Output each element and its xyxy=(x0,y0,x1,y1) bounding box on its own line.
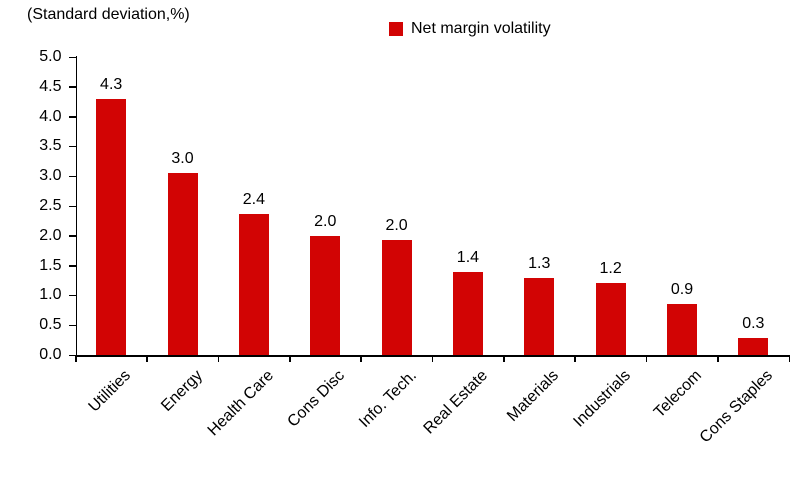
bar xyxy=(167,173,198,355)
y-axis-tick xyxy=(68,235,76,237)
axis-unit-title: (Standard deviation,%) xyxy=(27,6,190,23)
bar-value-label: 4.3 xyxy=(100,75,123,93)
y-axis-tick xyxy=(68,324,76,327)
bar-value-label: 2.4 xyxy=(242,191,265,209)
y-axis-tick-label: 0.5 xyxy=(39,316,62,334)
x-axis-tick xyxy=(645,355,648,362)
bar-value-label: 1.2 xyxy=(599,259,622,277)
x-axis-tick xyxy=(217,355,220,362)
y-axis-line xyxy=(75,56,77,356)
y-axis-tick-label: 5.0 xyxy=(39,48,62,65)
x-axis-tick xyxy=(788,355,790,362)
y-axis-tick-label: 1.0 xyxy=(39,286,62,304)
bar-value-label: 1.4 xyxy=(456,248,480,266)
bar-value-label: 0.9 xyxy=(670,280,694,298)
y-axis-tick xyxy=(68,354,76,356)
bar xyxy=(666,303,697,355)
bar xyxy=(310,236,341,355)
y-axis-tick xyxy=(68,56,76,58)
x-axis-tick xyxy=(503,355,505,362)
y-axis-tick-label: 2.5 xyxy=(39,197,62,214)
y-axis-tick xyxy=(68,294,76,297)
x-axis-tick xyxy=(289,355,291,362)
bar-value-label: 0.3 xyxy=(742,315,765,333)
bar-value-label: 2.0 xyxy=(385,216,408,234)
x-axis-tick xyxy=(360,355,362,362)
legend-swatch-icon xyxy=(389,22,403,36)
legend-label: Net margin volatility xyxy=(411,20,551,37)
y-axis-tick-label: 1.5 xyxy=(39,256,62,274)
y-axis-tick-label: 2.0 xyxy=(39,226,62,244)
x-axis-tick xyxy=(75,355,77,362)
y-axis-tick-label: 4.0 xyxy=(39,107,62,125)
x-axis-tick xyxy=(146,355,148,362)
y-axis-tick-label: 4.5 xyxy=(39,77,62,95)
x-axis-tick xyxy=(431,355,434,362)
y-axis-tick-label: 3.0 xyxy=(39,167,62,185)
y-axis-tick-label: 3.5 xyxy=(39,137,62,155)
y-axis-tick xyxy=(68,145,76,148)
bar xyxy=(595,282,626,355)
x-axis-tick xyxy=(717,355,719,362)
y-axis-tick-label: 0.0 xyxy=(39,346,62,363)
bar xyxy=(452,271,483,355)
bar xyxy=(381,239,412,355)
bar-value-label: 1.3 xyxy=(528,254,551,272)
bar-value-label: 2.0 xyxy=(314,213,337,231)
y-axis-tick xyxy=(68,116,76,118)
y-axis-tick xyxy=(68,265,76,267)
bar xyxy=(238,214,269,355)
y-axis-tick xyxy=(68,205,76,207)
bar xyxy=(96,98,127,355)
bar-value-label: 3.0 xyxy=(171,150,194,168)
bar xyxy=(524,277,555,355)
x-axis-tick xyxy=(574,355,576,362)
legend: Net margin volatility xyxy=(389,19,551,39)
y-axis-tick xyxy=(68,86,76,88)
y-axis-tick xyxy=(68,175,76,178)
bar xyxy=(738,338,769,355)
